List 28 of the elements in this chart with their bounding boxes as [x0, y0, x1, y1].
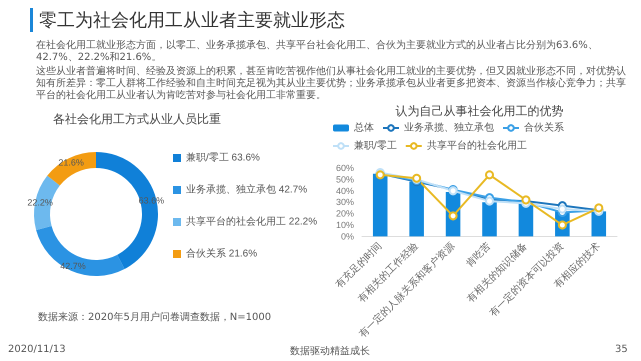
y-tick-label: 0%: [340, 231, 354, 242]
legend-label: 兼职/零工: [354, 140, 397, 152]
legend-label: 共享平台的社会化用工 22.2%: [186, 216, 318, 228]
chart-title: 各社会化用工方式从业人员比重: [53, 112, 221, 126]
legend-label: 合伙关系: [524, 122, 564, 134]
text: 35: [615, 344, 628, 355]
y-tick-label: 30%: [336, 197, 354, 208]
legend-label: 共享平台的社会化用工: [426, 140, 527, 152]
x-tick-label: 肯吃苦: [464, 240, 494, 270]
legend-label: 兼职/零工 63.6%: [186, 152, 260, 164]
text: 数据驱动精益成长: [290, 344, 370, 358]
data-label: 42.7%: [60, 261, 86, 272]
text: 2020/11/13: [8, 344, 66, 355]
text: 零工为社会化用工从业者主要就业形态: [30, 8, 345, 32]
data-label: 21.6%: [58, 158, 84, 168]
legend-label: 合伙关系 21.6%: [186, 248, 258, 260]
text: 在社会化用工就业形态方面，以零工、业务承揽承包、共享平台社会化用工、合伙为主要就业方式的从业者占比分别为63.6%、42.7%、22.2%和21.6%。: [36, 40, 599, 64]
y-tick-label: 60%: [336, 163, 354, 173]
legend-label: 总体: [353, 122, 374, 134]
y-tick-label: 40%: [336, 186, 354, 196]
text: 这些从业者普遍将时间、经验及资源上的积累，甚至肯吃苦视作他们从事社会化用工就业的主要优势，但又因就业形态不同，对优势认知有所差异：零工人群将工作经验和自主时间充足视为其从业主要优势；业务承揽承包从业者更多把资本、资源当作核心竞争力；共享平台的社会化用工从业者认为肯吃苦对参与社会化用工非常重要。: [36, 66, 626, 102]
source-note: 数据来源：2020年5月用户问卷调查数据，N=1000: [38, 310, 272, 324]
y-tick-label: 10%: [336, 220, 354, 230]
y-tick-label: 50%: [336, 174, 354, 184]
legend-label: 业务承揽、独立承包 42.7%: [186, 184, 308, 196]
legend-label: 业务承揽、独立承包: [404, 122, 494, 134]
y-tick-label: 20%: [336, 208, 354, 219]
chart-title: 认为自己从事社会化用工的优势: [396, 104, 564, 118]
